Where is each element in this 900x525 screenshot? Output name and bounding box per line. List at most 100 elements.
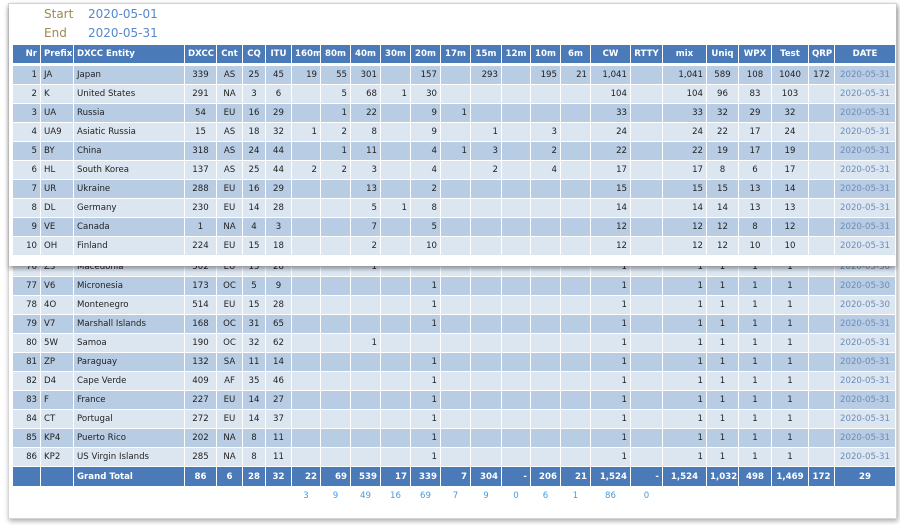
table-row[interactable]: 1 JA Japan 339 AS 25 45 19 55 301 157 293 195 21 1,041… <box>12 65 896 85</box>
table-row[interactable]: 9 VE Canada 1 NA 4 3 7 5 12 12 12 8 12 2020-05-31 <box>12 217 896 237</box>
scrolled-rows[interactable]: 76 Z3 Macedonia 502 EU 15 28 1 1 1 1 1 1 2020-05-30 77… <box>9 257 896 518</box>
table-row[interactable]: 81 ZP Paraguay 132 SA 11 14 1 1 1 1 1 1 2020-05-31 <box>12 352 896 372</box>
table-row[interactable]: 2 K United States 291 NA 3 6 5 68 1 30 104 104 96 83 10… <box>12 84 896 104</box>
cell-uniq: 14 <box>706 198 739 218</box>
table-row[interactable]: 78 4O Montenegro 514 EU 15 28 1 1 1 1 1 1 2020-05-30 <box>12 295 896 315</box>
cell-prefix: OH <box>40 236 74 256</box>
table-row[interactable]: 10 OH Finland 224 EU 15 18 2 10 12 12 12 10 10 2020-05… <box>12 236 896 256</box>
cell-date: 29 <box>834 466 896 487</box>
cell-17m: 7 <box>440 466 471 487</box>
column-header-cw[interactable]: CW <box>590 44 631 64</box>
cell-mix: 1 <box>662 352 707 372</box>
table-row[interactable]: 82 D4 Cape Verde 409 AF 35 46 1 1 1 1 1 1 2020-05-31 <box>12 371 896 391</box>
column-header-10m[interactable]: 10m <box>530 44 561 64</box>
grand-total-row[interactable]: Grand Total 86 6 28 32 22 69 539 17 339 7 304-206 21… <box>12 466 896 487</box>
cell-15m <box>470 390 502 410</box>
table-row[interactable]: 6 HL South Korea 137 AS 25 44 2 2 3 4 2 4 17 17 8 6 17 202… <box>12 160 896 180</box>
cell-rtty <box>630 314 663 334</box>
cell-uniq: 8 <box>706 160 739 180</box>
cell-dxcc: 202 <box>184 428 217 448</box>
cell-160m <box>291 198 321 218</box>
cell-12m <box>501 352 531 372</box>
cell-dxcc: 54 <box>184 103 217 123</box>
cell-date: 2020-05-30 <box>834 276 896 296</box>
column-header-date[interactable]: DATE <box>834 44 896 64</box>
cell-rtty <box>630 390 663 410</box>
table-row[interactable]: 4 UA9 Asiatic Russia 15 AS 18 32 1 2 8 9 1 3 24 24 22 17… <box>12 122 896 142</box>
column-header-15m[interactable]: 15m <box>470 44 502 64</box>
start-date[interactable]: 2020-05-01 <box>88 7 158 21</box>
table-row[interactable]: 83 F France 227 EU 14 27 1 1 1 1 1 1 2020-05-31 <box>12 390 896 410</box>
cell-17m: 1 <box>440 103 471 123</box>
cell-cw: 1 <box>590 409 631 429</box>
column-header-12m[interactable]: 12m <box>501 44 531 64</box>
end-date[interactable]: 2020-05-31 <box>88 26 158 40</box>
table-row[interactable]: 8 DL Germany 230 EU 14 28 5 1 8 14 14 14 13 13 2020-05-… <box>12 198 896 218</box>
cell-12m <box>501 447 531 467</box>
column-header-qrp[interactable]: QRP <box>808 44 835 64</box>
cell-20m: 8 <box>410 198 441 218</box>
cell-15m <box>470 236 502 256</box>
cell-qrp <box>808 160 835 180</box>
table-row[interactable]: 86 KP2 US Virgin Islands 285 NA 8 11 1 1 1 1 1 1 2020… <box>12 447 896 467</box>
cell-date: 2020-05-31 <box>834 428 896 448</box>
cell-10m <box>530 179 561 199</box>
column-header-uniq[interactable]: Uniq <box>706 44 739 64</box>
cell-prefix: KP4 <box>40 428 74 448</box>
column-header-160m[interactable]: 160m <box>291 44 321 64</box>
cell-wpx: 1 <box>738 428 772 448</box>
column-header-nr[interactable]: Nr <box>12 44 41 64</box>
cell-17m <box>440 295 471 315</box>
column-header-80m[interactable]: 80m <box>320 44 351 64</box>
column-header-itu[interactable]: ITU <box>265 44 292 64</box>
column-header-40m[interactable]: 40m <box>350 44 381 64</box>
cell-qrp <box>808 122 835 142</box>
cell-80m <box>320 198 351 218</box>
cell-17m <box>440 390 471 410</box>
start-label: Start <box>44 7 74 21</box>
cell-cq: 15 <box>242 295 266 315</box>
cell-cnt: EU <box>216 409 243 429</box>
cell-12m <box>501 179 531 199</box>
table-row[interactable]: 5 BY China 318 AS 24 44 1 11 4 1 3 2 22 22 19 17 19 2020-0… <box>12 141 896 161</box>
column-header-dxcc-entity[interactable]: DXCC Entity <box>73 44 185 64</box>
table-row[interactable]: 84 CT Portugal 272 EU 14 37 1 1 1 1 1 1 2020-05-31 <box>12 409 896 429</box>
column-header-20m[interactable]: 20m <box>410 44 441 64</box>
column-header-prefix[interactable]: Prefix <box>40 44 74 64</box>
column-header-mix[interactable]: mix <box>662 44 707 64</box>
table-row[interactable]: 77 V6 Micronesia 173 OC 5 9 1 1 1 1 1 1 2020-05-30 <box>12 276 896 296</box>
cell-qrp <box>808 333 835 353</box>
cell-cnt: NA <box>216 428 243 448</box>
cell-15m <box>470 333 502 353</box>
cell-10m <box>530 103 561 123</box>
table-row[interactable]: 80 5W Samoa 190 OC 32 62 1 1 1 1 1 1 2020-05-31 <box>12 333 896 353</box>
cell-160m <box>291 217 321 237</box>
cell-12m <box>501 409 531 429</box>
column-header-6m[interactable]: 6m <box>560 44 591 64</box>
column-header-dxcc[interactable]: DXCC <box>184 44 217 64</box>
table-row[interactable]: 3 UA Russia 54 EU 16 29 1 22 9 1 33 33 32 29 32 2020-05-… <box>12 103 896 123</box>
cell-dxcc-entity: South Korea <box>73 160 185 180</box>
column-header-30m[interactable]: 30m <box>380 44 411 64</box>
column-header-cnt[interactable]: Cnt <box>216 44 243 64</box>
table-row[interactable]: 85 KP4 Puerto Rico 202 NA 8 11 1 1 1 1 1 1 2020-05-31 <box>12 428 896 448</box>
cell-uniq: 1 <box>706 409 739 429</box>
cell-17m <box>440 217 471 237</box>
column-header-test[interactable]: Test <box>771 44 809 64</box>
column-header-17m[interactable]: 17m <box>440 44 471 64</box>
cell-qrp <box>808 314 835 334</box>
cell-160m <box>291 371 321 391</box>
cell-6m <box>560 428 591 448</box>
band-count-row[interactable]: 3 9 49 16 69 7 9 0 6 1 86 0 <box>12 486 896 506</box>
cell-cnt: AS <box>216 160 243 180</box>
column-header-cq[interactable]: CQ <box>242 44 266 64</box>
cell-10m <box>530 409 561 429</box>
cell-6m <box>560 179 591 199</box>
cell-test: 13 <box>771 198 809 218</box>
column-header-rtty[interactable]: RTTY <box>630 44 663 64</box>
cell-6m <box>560 447 591 467</box>
table-row[interactable]: 7 UR Ukraine 288 EU 16 29 13 2 15 15 15 13 14 2020-05-… <box>12 179 896 199</box>
column-header-wpx[interactable]: WPX <box>738 44 772 64</box>
table-row[interactable]: 79 V7 Marshall Islands 168 OC 31 65 1 1 1 1 1 1 2020-… <box>12 314 896 334</box>
cell-wpx <box>738 486 772 506</box>
